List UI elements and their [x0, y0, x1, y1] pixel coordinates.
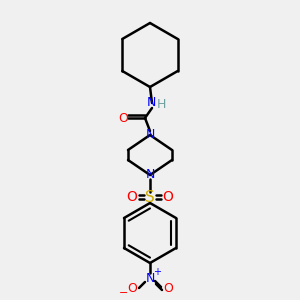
Text: N: N: [145, 272, 155, 284]
Text: N: N: [146, 97, 156, 110]
Text: O: O: [163, 190, 173, 204]
Text: −: −: [119, 288, 129, 298]
Text: S: S: [145, 190, 155, 205]
Text: H: H: [156, 98, 166, 110]
Text: O: O: [118, 112, 128, 124]
Text: O: O: [127, 190, 137, 204]
Text: O: O: [163, 281, 173, 295]
Text: +: +: [153, 267, 161, 277]
Text: N: N: [145, 169, 155, 182]
Text: O: O: [127, 281, 137, 295]
Text: N: N: [145, 128, 155, 142]
